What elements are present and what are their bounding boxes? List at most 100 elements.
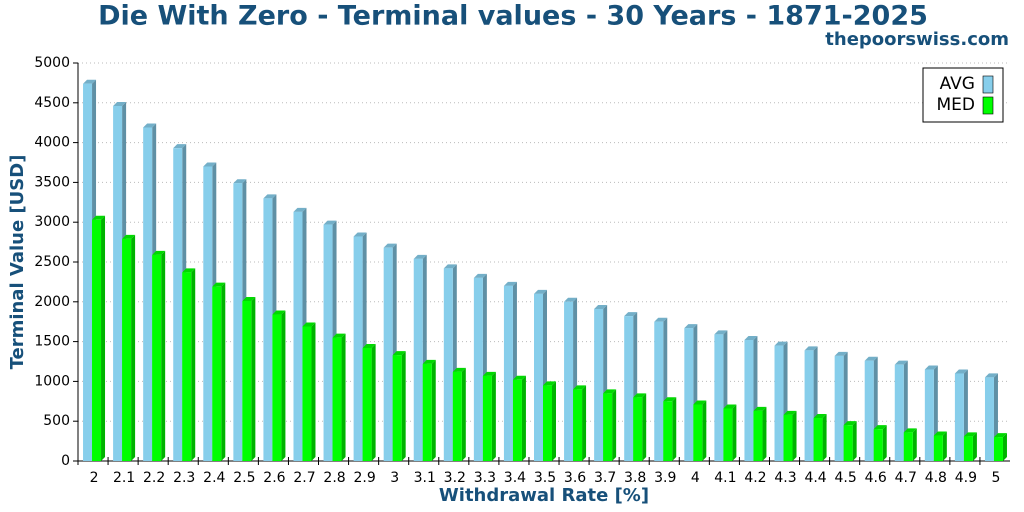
bar-side [732, 404, 737, 461]
y-tick-label: 4500 [34, 95, 70, 111]
bar-top [422, 359, 436, 364]
y-tick-label: 3500 [34, 174, 70, 190]
bar [873, 429, 883, 461]
bar-top [873, 425, 887, 430]
x-tick-label: 2.3 [173, 470, 195, 486]
x-tick-label: 4.4 [804, 470, 826, 486]
bar [834, 355, 844, 461]
bar-top [753, 406, 767, 411]
bar-top [684, 324, 698, 329]
x-tick-label: 4.5 [835, 470, 857, 486]
y-tick-label: 2000 [34, 294, 70, 310]
legend-label: AVG [940, 74, 975, 94]
bar-top [924, 365, 938, 370]
bar-top [212, 282, 226, 287]
bar-side [311, 322, 316, 461]
bar-top [482, 371, 496, 376]
bar [573, 389, 583, 461]
bar [362, 347, 372, 461]
bar-top [993, 433, 1007, 438]
bar-side [552, 381, 556, 461]
bar-top [323, 220, 337, 225]
bar-top [954, 369, 968, 374]
bar [624, 316, 634, 461]
bar [173, 148, 183, 461]
bar [843, 425, 853, 461]
bar-side [461, 367, 466, 461]
bar-top [654, 317, 668, 322]
bar-side [582, 385, 587, 461]
x-tick-label: 4.6 [865, 470, 887, 486]
bar-top [182, 268, 196, 273]
bar-top [894, 360, 908, 365]
bar [203, 166, 213, 462]
x-tick-label: 2.4 [203, 470, 225, 486]
x-tick-label: 4.2 [744, 470, 766, 486]
bar-side [431, 359, 436, 461]
bar-top [443, 264, 457, 269]
bar-side [762, 406, 767, 461]
chart-title: Die With Zero - Terminal values - 30 Yea… [98, 1, 928, 32]
y-tick-label: 5000 [34, 55, 70, 71]
bar-top [332, 333, 346, 338]
bar [813, 418, 823, 461]
bar [903, 432, 913, 461]
bar [693, 404, 703, 461]
bar [894, 364, 904, 461]
bar-top [203, 162, 217, 167]
bar-top [594, 304, 608, 309]
bar [92, 219, 102, 461]
bar [263, 198, 273, 461]
bar-side [612, 389, 617, 461]
x-tick-label: 3.8 [624, 470, 646, 486]
bar [353, 236, 363, 461]
bar-top [543, 381, 556, 386]
bar-top [603, 389, 617, 394]
bar [152, 254, 162, 461]
bar-top [864, 356, 878, 361]
bar-side [702, 400, 707, 461]
bar-top [633, 393, 647, 398]
bar [503, 285, 513, 461]
x-tick-label: 3.9 [654, 470, 676, 486]
bar-top [834, 351, 848, 356]
x-tick-label: 2.8 [323, 470, 345, 486]
bar [422, 363, 432, 461]
x-tick-label: 3.3 [474, 470, 496, 486]
bar-side [1002, 433, 1007, 461]
y-tick-label: 1500 [34, 334, 70, 350]
legend-label: MED [937, 95, 976, 115]
bar-top [302, 322, 316, 327]
x-tick-label: 2.1 [113, 470, 135, 486]
bar-top [452, 367, 466, 372]
legend-swatch [982, 96, 994, 115]
bar-top [804, 346, 818, 351]
bar-top [573, 385, 587, 390]
x-tick-label: 2.7 [293, 470, 315, 486]
bar [413, 258, 423, 461]
x-tick-label: 3.4 [504, 470, 526, 486]
x-tick-label: 3.7 [594, 470, 616, 486]
x-tick-label: 4.9 [955, 470, 977, 486]
bar [212, 286, 222, 461]
bar-top [143, 123, 157, 128]
y-tick-label: 1000 [34, 373, 70, 389]
x-tick-label: 4.7 [895, 470, 917, 486]
x-tick-label: 2.2 [143, 470, 165, 486]
bar-side [491, 371, 496, 461]
legend-swatch [982, 75, 994, 94]
x-tick-label: 4.8 [925, 470, 947, 486]
x-tick-label: 3.5 [534, 470, 556, 486]
y-tick-label: 4000 [34, 135, 70, 151]
x-tick-label: 2.5 [233, 470, 255, 486]
bar [482, 375, 492, 461]
bar [182, 272, 192, 461]
bar-top [392, 351, 406, 356]
bar-top [353, 232, 367, 237]
bar-side [521, 375, 526, 461]
bar [233, 183, 243, 462]
bar [323, 224, 333, 461]
bar-top [744, 336, 758, 341]
bar-top [383, 243, 397, 248]
bar-side [401, 351, 406, 461]
